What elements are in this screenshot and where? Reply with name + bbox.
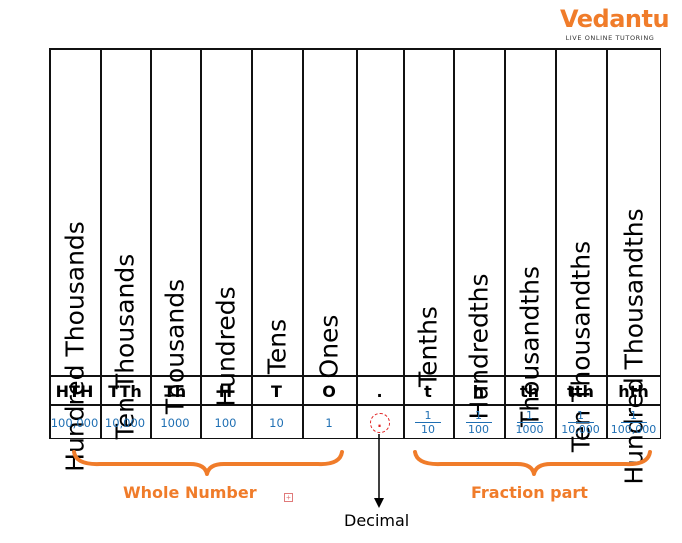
place-abbreviation: T — [271, 381, 282, 401]
fraction: 1 100,000 — [611, 410, 657, 435]
place-column: Thousands Th 1000 — [150, 48, 200, 439]
fraction-bar — [465, 422, 492, 423]
fraction-part-brace — [413, 450, 652, 476]
column-divider — [100, 48, 102, 439]
place-fraction-value: 1 10,000 — [555, 406, 606, 439]
column-divider — [403, 48, 405, 439]
place-column: Ten Thousands TTh 10,000 — [100, 48, 150, 440]
place-column: Tens T 10 — [251, 48, 302, 439]
column-divider — [356, 48, 358, 439]
fraction-part-label: Fraction part — [471, 483, 588, 502]
place-column: Hundred Thousands HTH 100,000 — [49, 48, 100, 472]
place-column: Tenths t 1 10 — [403, 48, 453, 439]
hline-bottom — [49, 437, 661, 439]
column-divider — [659, 48, 661, 439]
place-column: Hundredths h 1 100 — [453, 48, 504, 439]
fraction-denominator: 1000 — [515, 423, 544, 436]
place-abbreviation: t — [424, 381, 432, 401]
place-column: Ten Thousandths tth 1 10,000 — [555, 48, 606, 452]
whole-number-label: Whole Number — [123, 483, 257, 502]
place-abbreviation: th — [519, 381, 540, 401]
place-value: 1 — [325, 415, 333, 430]
decimal-point-cell: . — [356, 406, 403, 439]
fraction-bar — [620, 422, 647, 423]
vedantu-logo: Vedantu LIVE ONLINE TUTORING — [560, 4, 670, 46]
place-abbreviation: H — [218, 381, 233, 401]
fraction-bar — [516, 422, 543, 423]
fraction-numerator: 1 — [526, 409, 533, 422]
place-value: 1000 — [160, 415, 190, 430]
fraction: 1 1000 — [516, 410, 544, 435]
column-divider — [504, 48, 506, 439]
logo-tagline: LIVE ONLINE TUTORING — [565, 34, 655, 42]
decimal-point-circle: . — [369, 412, 390, 433]
place-value: 10 — [269, 415, 284, 430]
whole-number-brace — [72, 450, 344, 476]
place-fraction-value: 1 1000 — [504, 406, 555, 439]
place-abbreviation: TTh — [108, 381, 142, 401]
place-column: .. — [356, 48, 403, 439]
fraction: 1 10 — [415, 410, 441, 435]
plus-icon: + — [284, 493, 293, 502]
fraction-numerator: 1 — [475, 409, 482, 422]
fraction-numerator: 1 — [424, 409, 432, 422]
place-column: Hundreds H 100 — [200, 48, 251, 439]
column-divider — [606, 48, 608, 439]
place-value-chart: Hundred Thousands HTH 100,000 Ten Thousands… — [49, 48, 661, 485]
logo-wordmark: Vedantu — [560, 5, 670, 33]
place-column: Thousandths th 1 1000 — [504, 48, 555, 439]
hline-mid — [49, 375, 661, 377]
place-abbreviation: Th — [163, 381, 187, 401]
column-divider — [150, 48, 152, 439]
place-abbreviation: tth — [567, 381, 594, 401]
place-column: Hundred Thousandths hth 1 100,000 — [606, 48, 661, 484]
place-value: 100,000 — [50, 415, 99, 430]
place-abbreviation: O — [322, 381, 336, 401]
fraction-denominator: 10 — [421, 423, 435, 436]
fraction-denominator: 10,000 — [561, 423, 600, 436]
column-divider — [251, 48, 253, 439]
fraction-bar — [567, 422, 594, 423]
place-abbreviation: HTH — [55, 381, 94, 401]
fraction: 1 10,000 — [561, 410, 600, 435]
fraction-bar — [415, 422, 441, 423]
place-abbreviation: hth — [618, 381, 649, 401]
hline-low — [49, 404, 661, 406]
column-divider — [200, 48, 202, 439]
fraction-denominator: 100 — [468, 423, 489, 436]
place-fraction-value: 1 10 — [403, 406, 453, 439]
place-fraction-value: 1 100,000 — [606, 406, 661, 439]
decimal-label: Decimal — [344, 511, 410, 530]
place-abbreviation: h — [472, 381, 485, 401]
fraction-numerator: 1 — [577, 409, 584, 422]
hline-top — [49, 48, 661, 50]
decimal-arrow-head — [374, 498, 384, 508]
column-divider — [453, 48, 455, 439]
place-value: 10,000 — [104, 415, 146, 430]
column-divider — [49, 48, 51, 439]
fraction: 1 100 — [465, 409, 492, 436]
place-column: Ones O 1 — [302, 48, 356, 439]
column-divider — [555, 48, 557, 439]
place-value: 100 — [214, 415, 237, 430]
place-fraction-value: 1 100 — [453, 406, 504, 439]
column-divider — [302, 48, 304, 439]
fraction-denominator: 100,000 — [610, 423, 657, 436]
fraction-numerator: 1 — [630, 409, 637, 422]
place-abbreviation: . — [376, 381, 383, 401]
